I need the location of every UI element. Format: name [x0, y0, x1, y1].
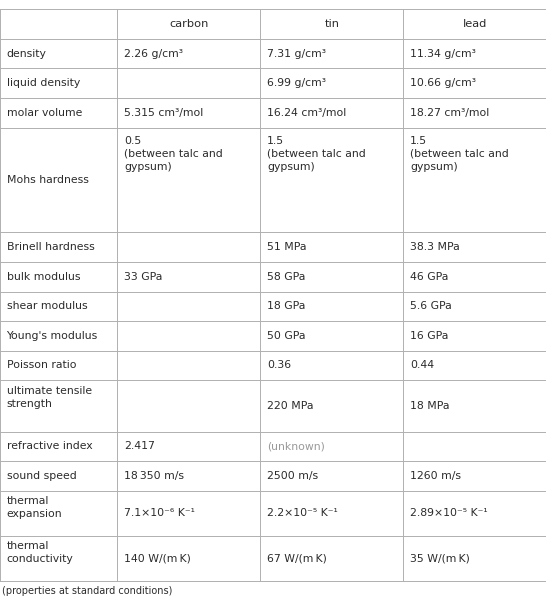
- Text: 67 W/(m K): 67 W/(m K): [267, 554, 327, 563]
- Text: 16.24 cm³/mol: 16.24 cm³/mol: [267, 108, 346, 117]
- Text: 16 GPa: 16 GPa: [410, 331, 448, 341]
- Text: 0.36: 0.36: [267, 360, 291, 370]
- Text: 50 GPa: 50 GPa: [267, 331, 306, 341]
- Text: 2.26 g/cm³: 2.26 g/cm³: [124, 49, 183, 58]
- Text: 11.34 g/cm³: 11.34 g/cm³: [410, 49, 476, 58]
- Text: 2.89×10⁻⁵ K⁻¹: 2.89×10⁻⁵ K⁻¹: [410, 509, 488, 518]
- Text: ultimate tensile
strength: ultimate tensile strength: [7, 386, 92, 409]
- Text: liquid density: liquid density: [7, 78, 80, 88]
- Text: thermal
expansion: thermal expansion: [7, 496, 62, 519]
- Text: 2500 m/s: 2500 m/s: [267, 471, 318, 481]
- Text: 0.5
(between talc and
gypsum): 0.5 (between talc and gypsum): [124, 136, 223, 172]
- Text: 6.99 g/cm³: 6.99 g/cm³: [267, 78, 326, 88]
- Text: 18.27 cm³/mol: 18.27 cm³/mol: [410, 108, 489, 117]
- Text: 5.6 GPa: 5.6 GPa: [410, 301, 452, 311]
- Text: (unknown): (unknown): [267, 442, 325, 451]
- Text: 7.1×10⁻⁶ K⁻¹: 7.1×10⁻⁶ K⁻¹: [124, 509, 195, 518]
- Text: Mohs hardness: Mohs hardness: [7, 175, 88, 185]
- Text: 10.66 g/cm³: 10.66 g/cm³: [410, 78, 476, 88]
- Text: Brinell hardness: Brinell hardness: [7, 242, 94, 252]
- Text: shear modulus: shear modulus: [7, 301, 87, 311]
- Text: 140 W/(m K): 140 W/(m K): [124, 554, 191, 563]
- Text: 2.2×10⁻⁵ K⁻¹: 2.2×10⁻⁵ K⁻¹: [267, 509, 338, 518]
- Text: 58 GPa: 58 GPa: [267, 272, 305, 282]
- Text: molar volume: molar volume: [7, 108, 82, 117]
- Text: 1.5
(between talc and
gypsum): 1.5 (between talc and gypsum): [267, 136, 366, 172]
- Text: density: density: [7, 49, 46, 58]
- Text: lead: lead: [462, 19, 487, 29]
- Text: 18 MPa: 18 MPa: [410, 401, 449, 411]
- Text: tin: tin: [324, 19, 340, 29]
- Text: 46 GPa: 46 GPa: [410, 272, 448, 282]
- Text: 5.315 cm³/mol: 5.315 cm³/mol: [124, 108, 203, 117]
- Text: 18 GPa: 18 GPa: [267, 301, 305, 311]
- Text: 38.3 MPa: 38.3 MPa: [410, 242, 460, 252]
- Text: thermal
conductivity: thermal conductivity: [7, 541, 73, 564]
- Text: sound speed: sound speed: [7, 471, 76, 481]
- Text: Young's modulus: Young's modulus: [7, 331, 98, 341]
- Text: refractive index: refractive index: [7, 442, 92, 451]
- Text: 1.5
(between talc and
gypsum): 1.5 (between talc and gypsum): [410, 136, 509, 172]
- Text: bulk modulus: bulk modulus: [7, 272, 80, 282]
- Text: 220 MPa: 220 MPa: [267, 401, 313, 411]
- Text: (properties at standard conditions): (properties at standard conditions): [2, 586, 172, 596]
- Text: 18 350 m/s: 18 350 m/s: [124, 471, 184, 481]
- Text: 2.417: 2.417: [124, 442, 155, 451]
- Text: 33 GPa: 33 GPa: [124, 272, 162, 282]
- Text: 7.31 g/cm³: 7.31 g/cm³: [267, 49, 326, 58]
- Text: 0.44: 0.44: [410, 360, 434, 370]
- Text: carbon: carbon: [169, 19, 209, 29]
- Text: 35 W/(m K): 35 W/(m K): [410, 554, 470, 563]
- Text: 1260 m/s: 1260 m/s: [410, 471, 461, 481]
- Text: 51 MPa: 51 MPa: [267, 242, 306, 252]
- Text: Poisson ratio: Poisson ratio: [7, 360, 76, 370]
